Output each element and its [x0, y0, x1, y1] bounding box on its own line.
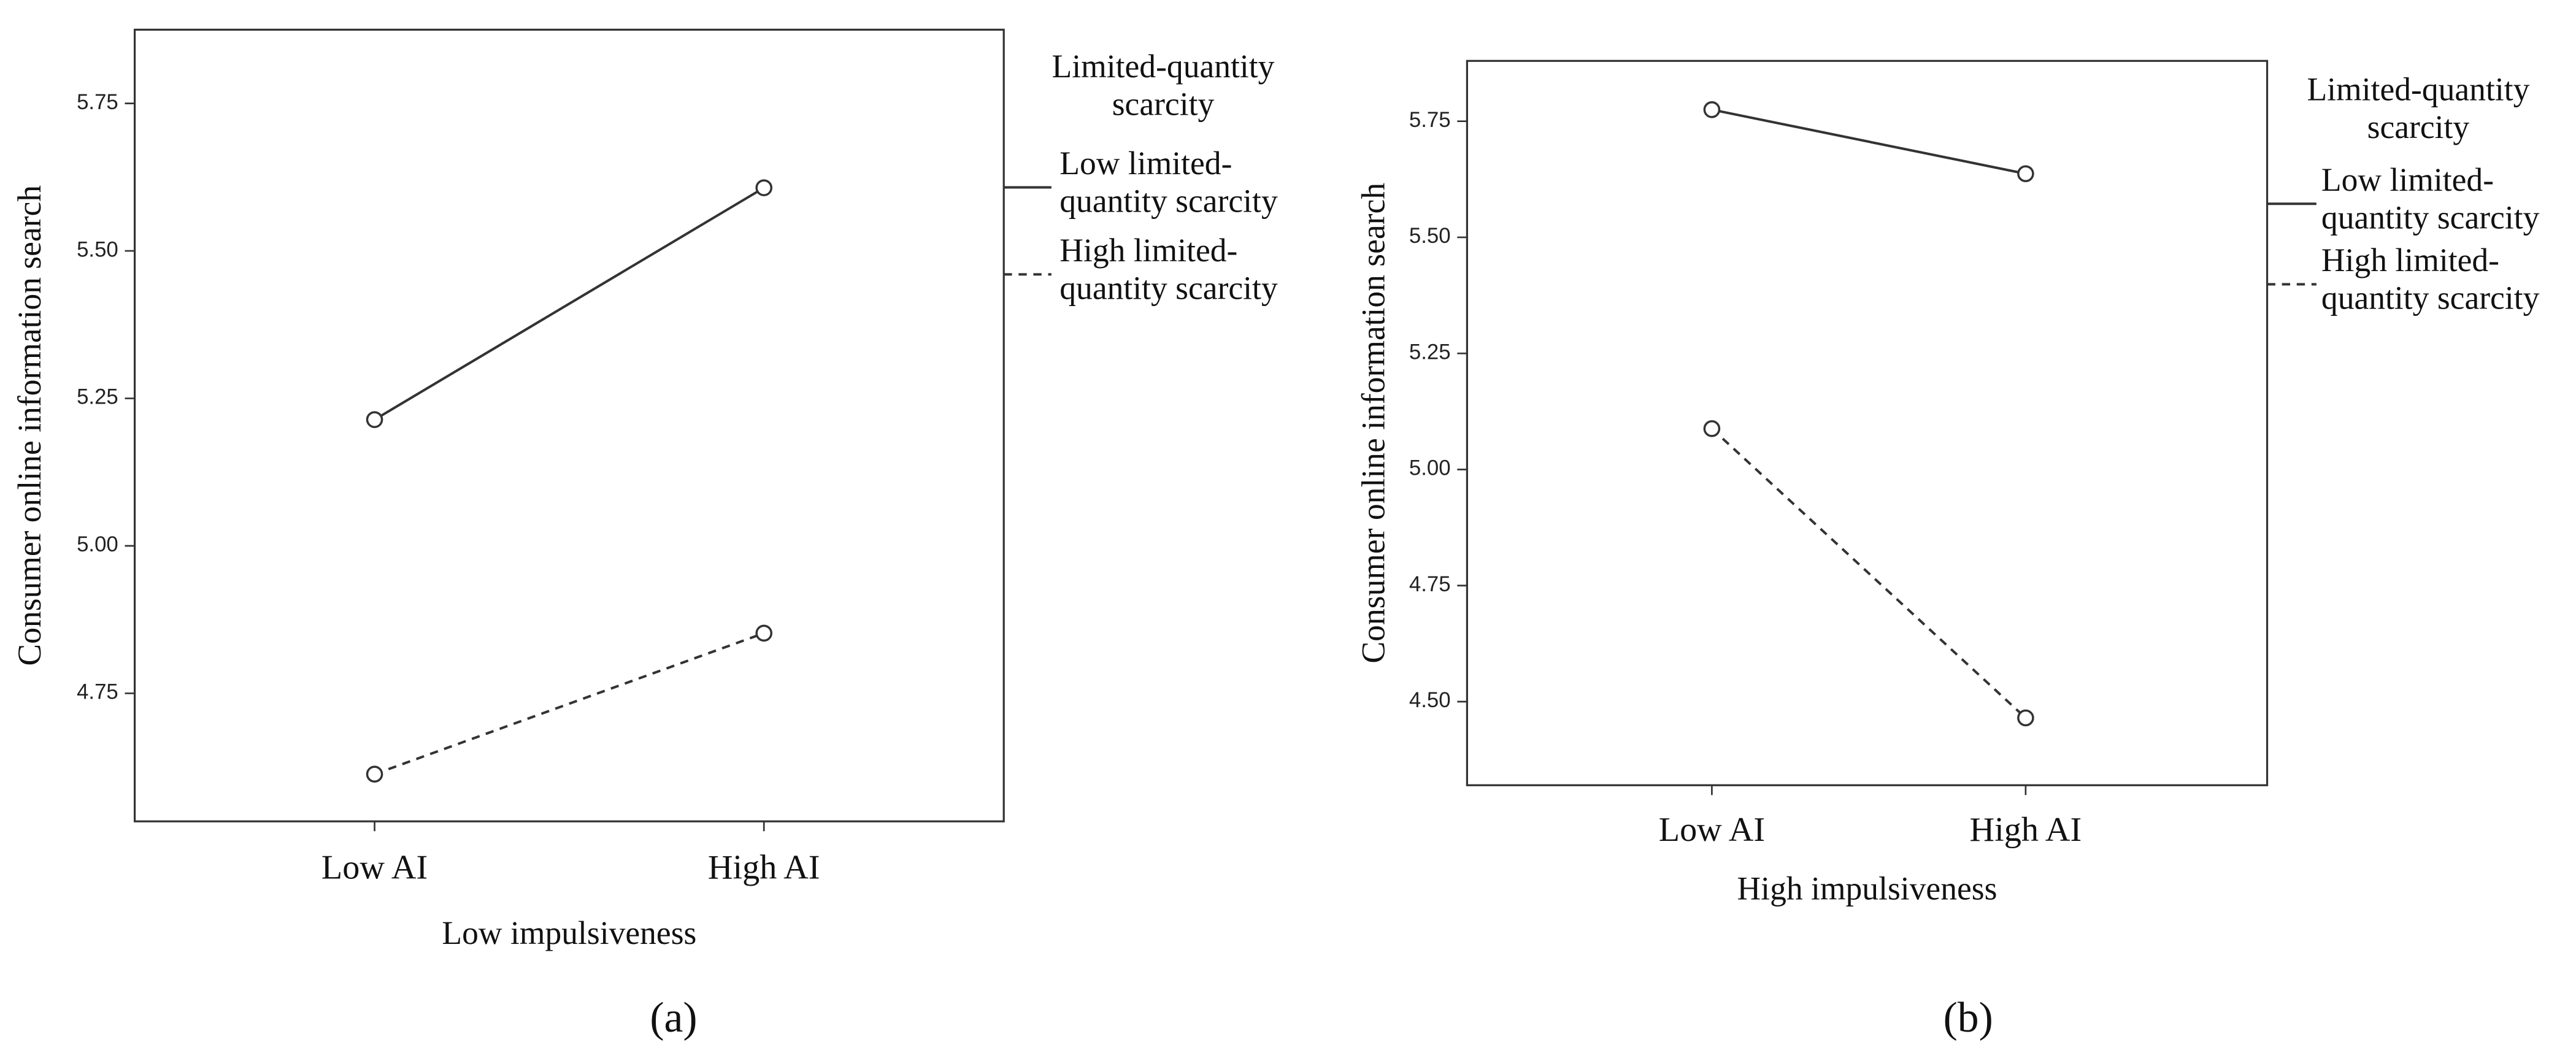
legend-title-box: Limited-quantity scarcity	[1052, 49, 1275, 124]
panel-caption: (a)	[650, 994, 697, 1041]
x-axis-title: Low impulsiveness	[442, 914, 696, 951]
panel-caption: (b)	[1944, 994, 1993, 1041]
x-axis-title: High impulsiveness	[1737, 870, 1997, 907]
legend-label-box: Low limited-quantity scarcity	[2321, 163, 2540, 237]
plot-frame	[133, 28, 1005, 822]
y-tick-label: 5.00	[1409, 456, 1451, 480]
legend-label: Low limited-quantity scarcity	[2321, 163, 2540, 237]
y-axis-title: Consumer online information search	[11, 185, 48, 666]
x-tick-label: Low AI	[1659, 811, 1765, 849]
legend-label: High limited-quantity scarcity	[1059, 233, 1278, 307]
data-point	[2017, 709, 2034, 727]
legend-label-box: High limited-quantity scarcity	[2321, 243, 2540, 318]
y-axis-title: Consumer online information search	[1355, 183, 1391, 664]
y-tick-label: 4.75	[77, 680, 118, 704]
legend-label-box: Low limited-quantity scarcity	[1059, 146, 1278, 221]
data-point	[1703, 420, 1721, 437]
plot-frame	[1466, 59, 2269, 786]
legend-title: Limited-quantity scarcity	[2307, 72, 2530, 147]
data-point	[2017, 165, 2034, 183]
y-tick-label: 5.25	[1409, 340, 1451, 364]
y-tick-label: 5.50	[1409, 224, 1451, 248]
legend-label: High limited-quantity scarcity	[2321, 243, 2540, 318]
x-tick-label: Low AI	[321, 848, 428, 886]
series-line	[1712, 108, 2026, 175]
y-tick-label: 5.75	[1409, 108, 1451, 132]
data-point	[755, 624, 773, 642]
y-tick-label: 5.00	[77, 532, 118, 556]
legend-title-box: Limited-quantity scarcity	[2307, 72, 2530, 147]
y-tick-label: 5.50	[77, 237, 118, 261]
series-line	[374, 186, 765, 421]
data-point	[366, 411, 383, 428]
legend-label-box: High limited-quantity scarcity	[1059, 233, 1278, 307]
series-line	[374, 632, 764, 776]
y-tick-label: 5.75	[77, 90, 118, 114]
x-tick-label: High AI	[708, 848, 820, 886]
series-line	[1711, 427, 2027, 719]
y-tick-label: 5.25	[77, 385, 118, 409]
x-tick-label: High AI	[1970, 811, 2082, 849]
data-point	[1703, 101, 1721, 118]
legend-title: Limited-quantity scarcity	[1052, 49, 1275, 124]
data-point	[366, 765, 383, 783]
y-tick-label: 4.50	[1409, 688, 1451, 712]
data-point	[755, 179, 773, 196]
legend-label: Low limited-quantity scarcity	[1059, 146, 1278, 221]
y-tick-label: 4.75	[1409, 572, 1451, 596]
